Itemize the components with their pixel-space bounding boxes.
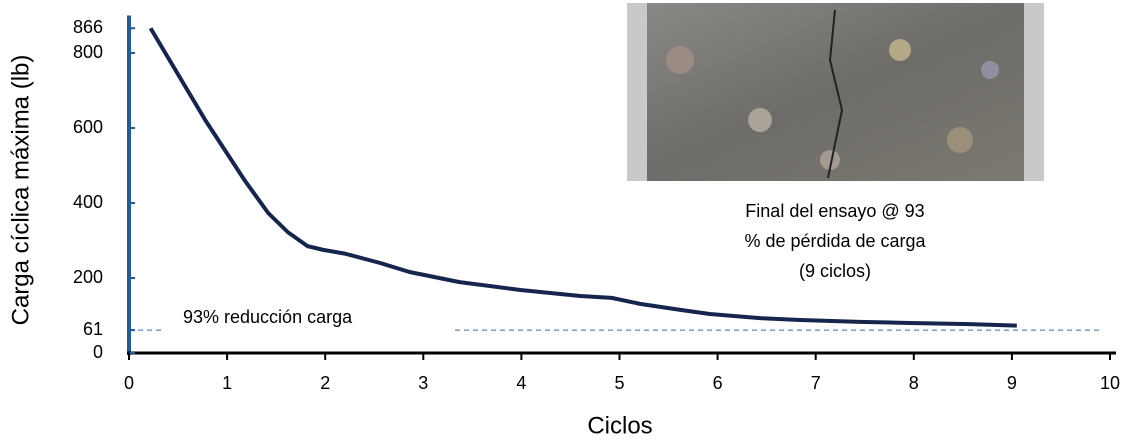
x-tick-label: 8 [909, 373, 919, 393]
x-tick-label: 9 [1007, 373, 1017, 393]
x-tick-label: 1 [222, 373, 232, 393]
chart: 93% reducción carga 0 61 200 400 600 800 866 0 1 2… [0, 0, 1130, 441]
x-tick-label: 3 [418, 373, 428, 393]
y-tick-label: 600 [73, 117, 103, 137]
x-tick-label: 0 [124, 373, 134, 393]
y-tick-label: 61 [83, 319, 103, 339]
x-tick-label: 10 [1100, 373, 1120, 393]
reference-label: 93% reducción carga [183, 307, 353, 327]
y-axis-label: Carga cíclica máxima (lb) [7, 55, 34, 326]
x-tick-label: 4 [516, 373, 526, 393]
x-tick-label: 5 [614, 373, 624, 393]
annotation-line: % de pérdida de carga [744, 231, 926, 251]
x-tick-label: 6 [713, 373, 723, 393]
x-tick-label: 7 [811, 373, 821, 393]
y-tick-label: 400 [73, 192, 103, 212]
x-tick-label: 2 [320, 373, 330, 393]
annotation-line: Final del ensayo @ 93 [745, 201, 924, 221]
y-tick-label: 800 [73, 42, 103, 62]
y-tick-label: 866 [73, 17, 103, 37]
specimen-photo [627, 3, 1044, 181]
y-tick-label: 0 [93, 342, 103, 362]
y-tick-label: 200 [73, 267, 103, 287]
page: 93% reducción carga 0 61 200 400 600 800 866 0 1 2… [0, 0, 1130, 441]
x-axis-label: Ciclos [587, 412, 652, 439]
annotation-line: (9 ciclos) [799, 261, 871, 281]
